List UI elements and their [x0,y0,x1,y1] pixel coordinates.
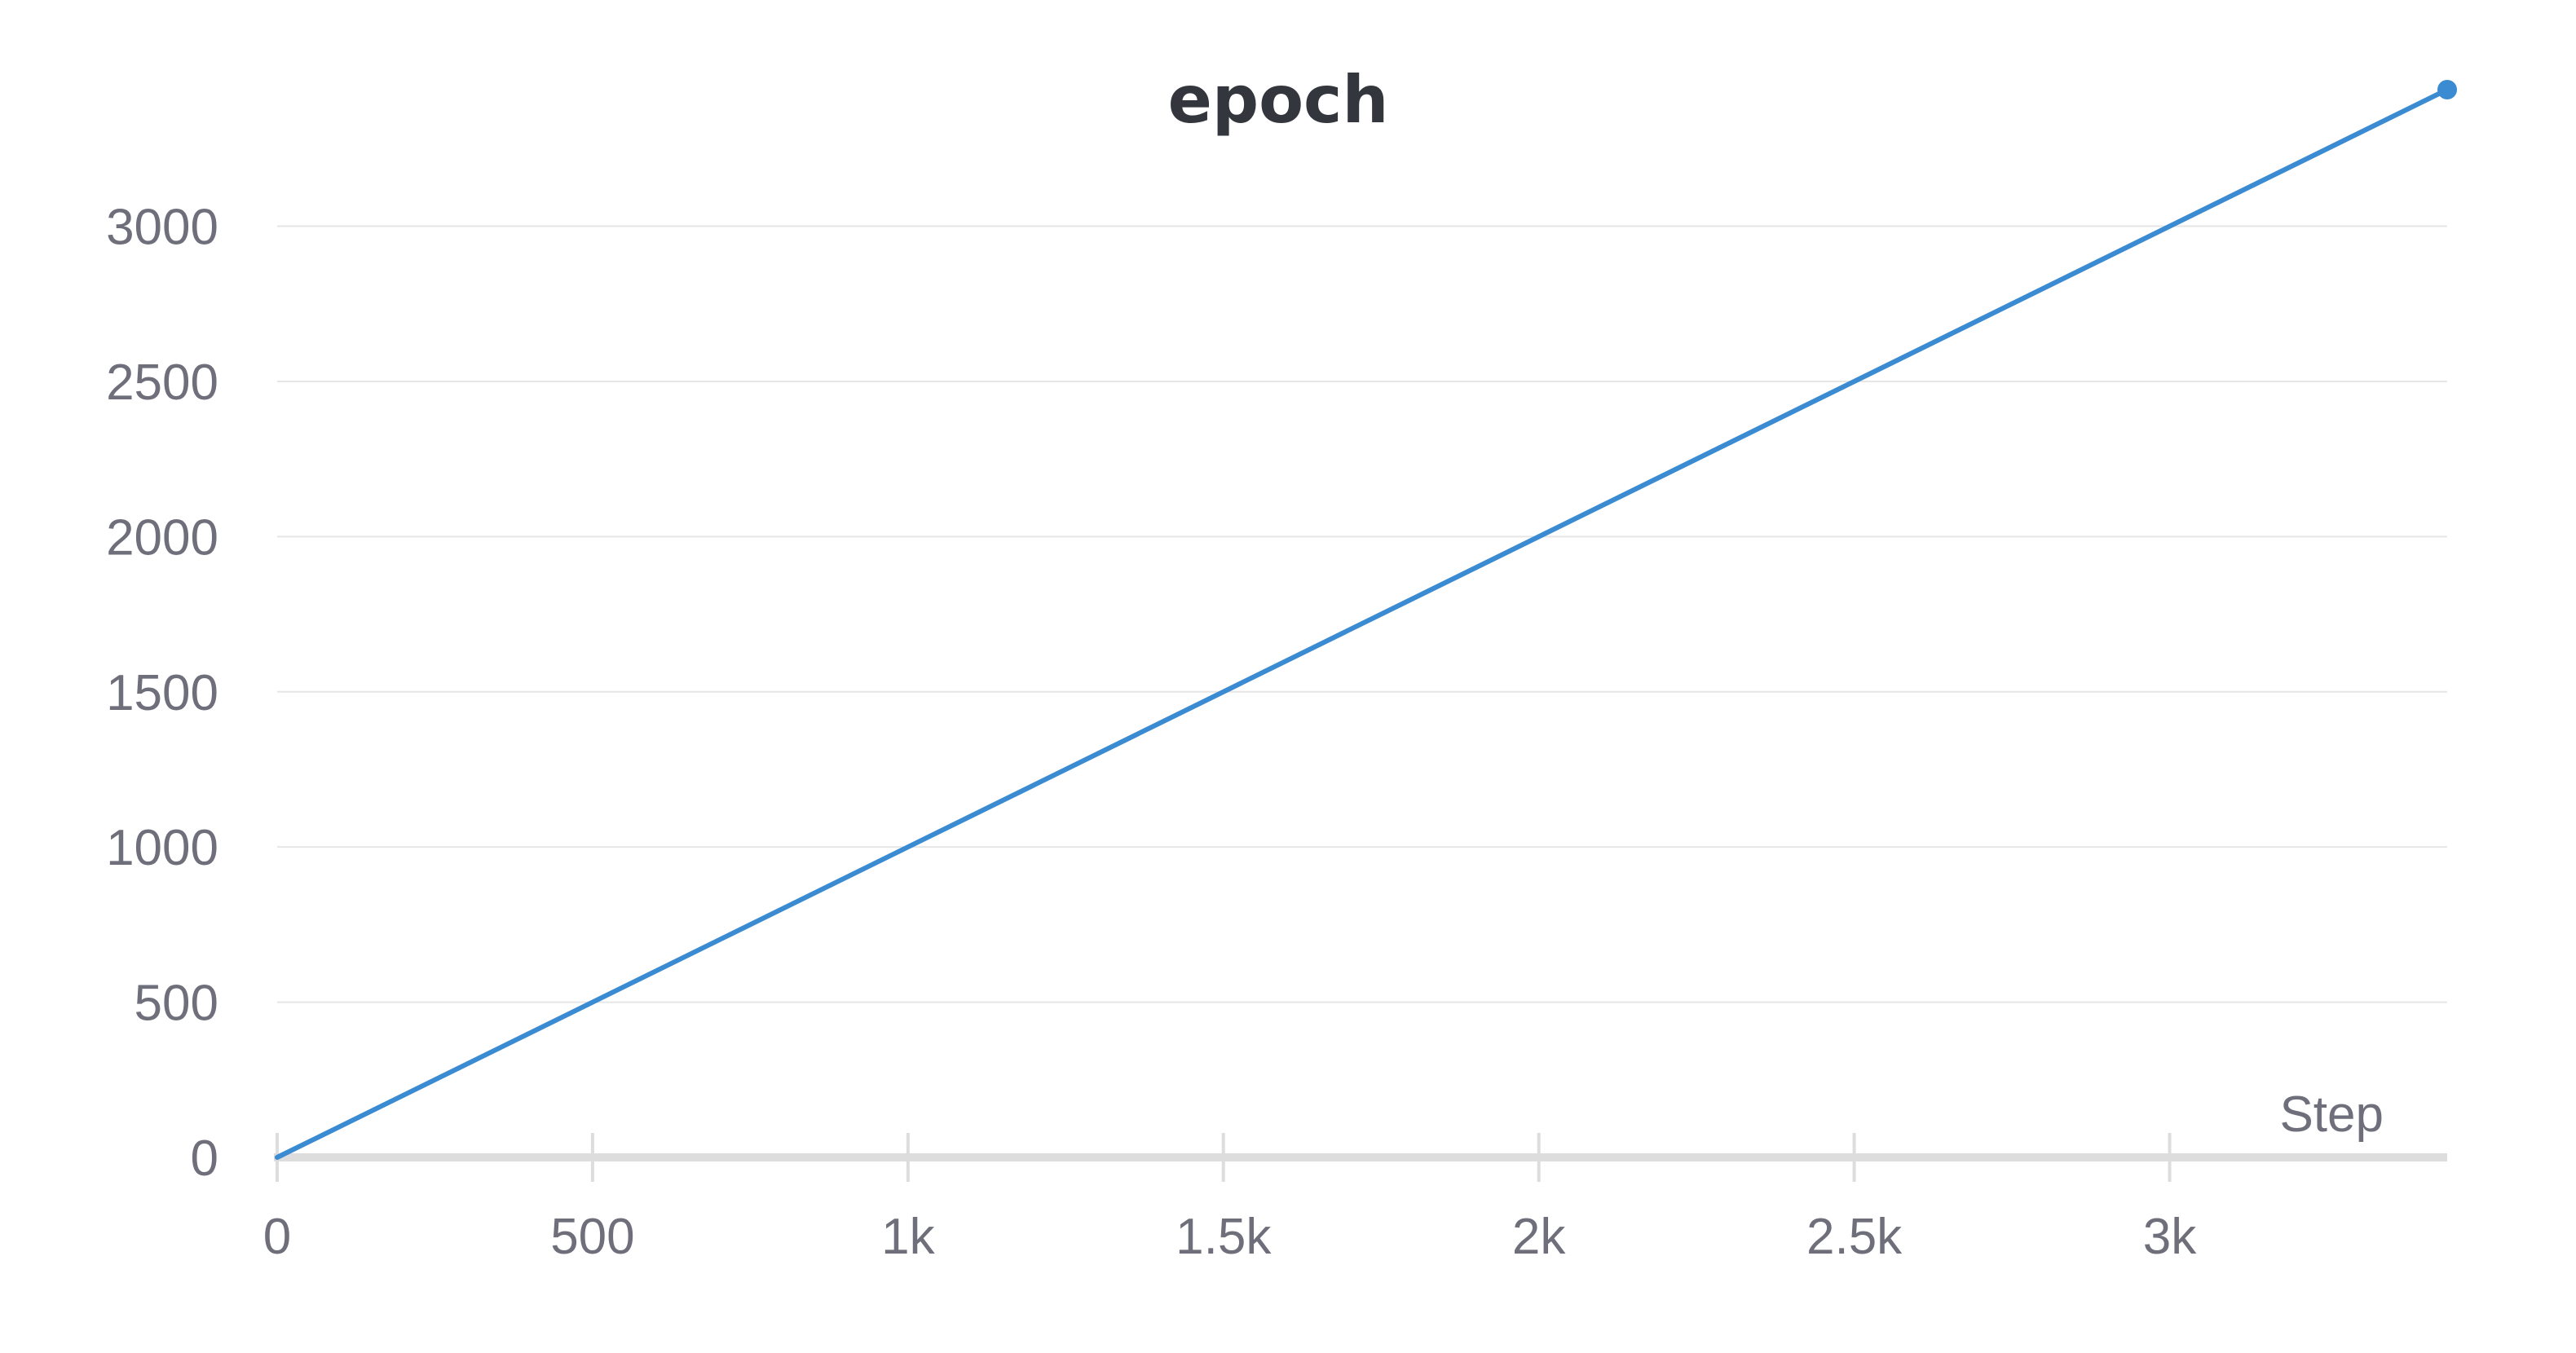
x-tick-label: 1k [881,1209,935,1265]
y-tick-label: 500 [135,976,218,1032]
y-tick-label: 2500 [106,355,218,411]
series-layer [275,80,2457,1160]
x-axis-label: Step [2279,1086,2384,1143]
x-axis-tick-labels: 0 500 1k 1.5k 2k 2.5k 3k [263,1209,2197,1265]
x-tick-label: 3k [2143,1209,2197,1265]
y-tick-label: 1000 [106,820,218,876]
x-tick-label: 1.5k [1176,1209,1272,1265]
x-tick-label: 2.5k [1806,1209,1903,1265]
series-end-point [2437,80,2457,99]
y-tick-label: 3000 [106,200,218,256]
grid-lines [277,225,2447,1003]
x-tick-label: 500 [550,1209,634,1265]
series-line [275,87,2450,1160]
y-tick-label: 0 [191,1130,218,1187]
y-tick-label: 2000 [106,509,218,566]
x-tick-label: 2k [1512,1209,1566,1265]
chart-title: epoch [1168,62,1389,138]
y-axis: 0 500 1000 1500 2000 2500 3000 [106,200,218,1187]
x-axis [274,1133,2447,1182]
x-tick-label: 0 [263,1209,291,1265]
y-tick-label: 1500 [106,665,218,721]
